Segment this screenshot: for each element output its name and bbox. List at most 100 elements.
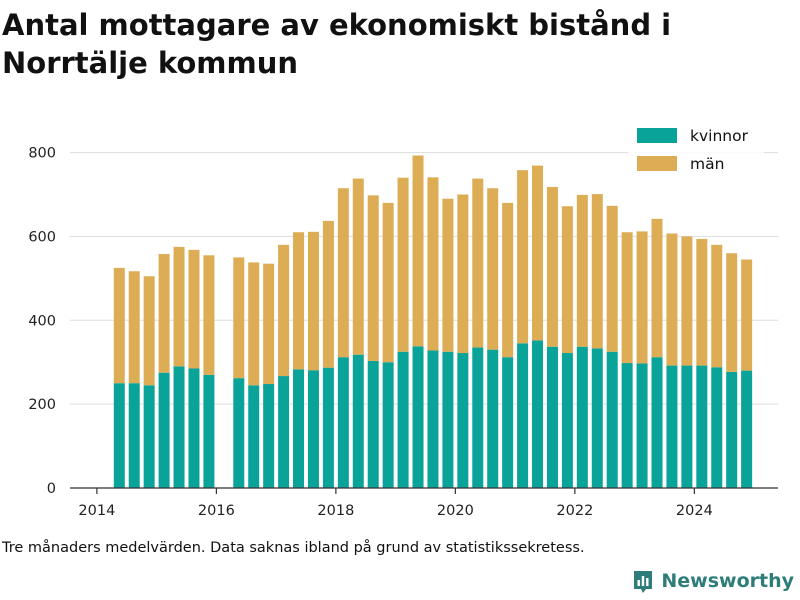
bar-kvinnor [546,346,558,488]
bar-man [711,244,723,368]
bar-man [367,195,379,361]
bar-kvinnor [143,385,155,488]
bar-man [457,194,469,353]
bar-man [487,188,499,350]
bar-kvinnor [427,350,439,488]
bar-kvinnor [307,370,319,488]
bar-kvinnor [293,369,305,488]
bar-kvinnor [696,365,708,488]
legend: kvinnor män [628,122,764,180]
brand-name: Newsworthy [661,570,794,592]
bar-man [307,231,319,371]
bar-man [233,257,245,379]
x-tick-label: 2014 [78,503,115,519]
bar-man [561,206,573,353]
x-tick-label: 2024 [676,503,713,519]
bar-man [546,186,558,347]
bar-man [248,262,260,386]
bar-kvinnor [517,343,529,488]
bar-kvinnor [397,351,409,488]
bar-man [143,276,155,386]
x-tick-label: 2018 [317,503,354,519]
bar-man [442,198,454,352]
bar-man [726,253,738,372]
bar-kvinnor [502,357,514,488]
bar-kvinnor [352,354,364,488]
bar-kvinnor [367,360,379,488]
legend-swatch [637,156,677,171]
bar-kvinnor [666,365,678,488]
x-tick-label: 2022 [556,503,593,519]
bar-kvinnor [487,349,499,488]
bar-man [591,194,603,349]
bar-kvinnor [442,351,454,488]
bar-kvinnor [337,357,349,488]
y-tick-label: 400 [28,313,56,329]
bar-man [651,218,663,358]
bar-man [606,205,618,352]
bar-man [278,244,290,377]
bar-man [517,170,529,344]
bar-man [741,259,753,371]
bar-kvinnor [113,383,125,488]
bar-man [352,178,364,355]
bar-man [188,249,200,369]
bar-man [203,255,215,375]
bar-kvinnor [457,352,469,488]
bar-man [322,220,334,368]
bar-kvinnor [651,357,663,488]
bar-kvinnor [158,372,170,488]
bar-man [681,236,693,366]
bar-kvinnor [188,368,200,488]
bar-kvinnor [591,348,603,488]
bar-kvinnor [203,374,215,488]
bar-kvinnor [606,351,618,488]
legend-label: män [690,155,724,173]
bar-man [113,267,125,384]
brand: Newsworthy [631,568,794,594]
bar-man [427,177,439,351]
y-tick-label: 200 [28,397,56,413]
bar-man [502,202,514,358]
legend-label: kvinnor [690,127,749,145]
bar-kvinnor [472,347,484,488]
bar-kvinnor [532,340,544,488]
bar-kvinnor [636,363,648,488]
bar-kvinnor [322,367,334,488]
bar-man [696,238,708,366]
bar-kvinnor [248,385,260,488]
y-tick-label: 600 [28,229,56,245]
bar-man [337,188,349,358]
bar-man [532,165,544,341]
bar-man [472,178,484,348]
bar-kvinnor [382,362,394,488]
x-tick-label: 2020 [437,503,474,519]
bar-man [397,177,409,352]
bar-man [128,271,140,384]
bar-kvinnor [576,346,588,488]
x-tick-label: 2016 [198,503,235,519]
bar-man [621,232,633,364]
bar-kvinnor [726,371,738,488]
bar-man [412,155,424,347]
bar-kvinnor [621,363,633,488]
footnote: Tre månaders medelvärden. Data saknas ib… [2,540,585,556]
bar-man [666,233,678,366]
bar-kvinnor [561,352,573,488]
bar-man [576,194,588,347]
bar-man [636,231,648,364]
bar-kvinnor [173,366,185,488]
bar-kvinnor [681,365,693,488]
bar-man [263,263,275,385]
bar-kvinnor [741,370,753,488]
bar-kvinnor [128,383,140,488]
chart-title: Antal mottagare av ekonomiskt bistånd i … [2,8,672,80]
axes: 0 200 400 600 800 2014 2016 2018 2020 2022 2024 [28,146,778,519]
bar-man [173,246,185,367]
legend-swatch [637,128,677,143]
bar-kvinnor [233,378,245,488]
bars [113,155,753,488]
bar-kvinnor [278,376,290,488]
newsworthy-logo-icon [634,571,653,593]
